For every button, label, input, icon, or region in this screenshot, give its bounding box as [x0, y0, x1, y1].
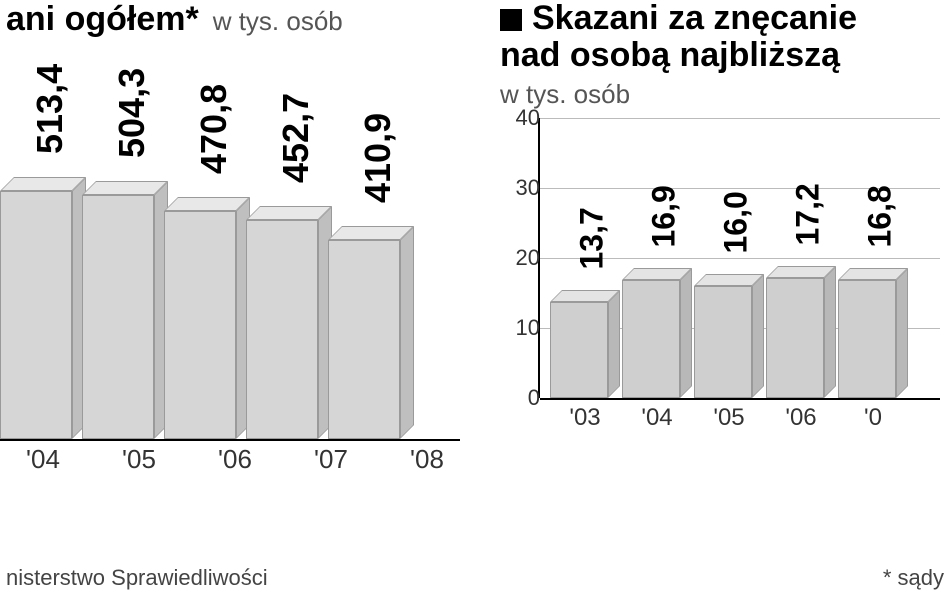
right-panel: Skazani za znęcanie nad osobą najbliższą…: [480, 0, 948, 593]
left-bars-row: 513,4504,3470,8452,7410,9: [0, 177, 400, 439]
right-title-text1: Skazani za znęcanie: [532, 0, 857, 37]
right-y-tick: 20: [500, 245, 540, 271]
left-bar-value: 452,7: [275, 93, 317, 183]
right-y-tick: 0: [500, 385, 540, 411]
right-bar: 13,7: [550, 290, 608, 398]
left-bar-value: 470,8: [193, 84, 235, 174]
square-bullet-icon: [500, 9, 522, 31]
right-x-label: '06: [766, 404, 836, 432]
right-bar-value: 17,2: [789, 183, 826, 245]
right-y-tick: 10: [500, 315, 540, 341]
right-bars-row: 13,716,916,017,216,8: [550, 266, 896, 398]
right-bar: 16,0: [694, 274, 752, 398]
right-bar-value: 13,7: [573, 207, 610, 269]
left-bar-value: 410,9: [357, 113, 399, 203]
left-title-row: ani ogółem* w tys. osób: [0, 0, 480, 39]
page-root: ani ogółem* w tys. osób 513,4504,3470,84…: [0, 0, 948, 593]
right-y-tick: 30: [500, 175, 540, 201]
left-x-label: '08: [384, 444, 470, 475]
left-baseline: [0, 439, 460, 441]
left-bar: 470,8: [164, 197, 236, 439]
right-y-tick: 40: [500, 105, 540, 131]
right-title-line2: nad osobą najbliższą: [500, 37, 948, 74]
right-baseline: [540, 398, 940, 400]
right-x-label: '04: [622, 404, 692, 432]
right-bar-value: 16,0: [717, 191, 754, 253]
right-title-line1: Skazani za znęcanie: [500, 0, 948, 37]
left-footer: nisterstwo Sprawiedliwości: [6, 565, 268, 591]
right-title-block: Skazani za znęcanie nad osobą najbliższą…: [480, 0, 948, 110]
right-grid-line: [540, 118, 940, 119]
left-x-label: '05: [96, 444, 182, 475]
right-bar: 16,9: [622, 268, 680, 398]
right-bar: 17,2: [766, 266, 824, 398]
left-bar: 513,4: [0, 177, 72, 439]
right-bar: 16,8: [838, 268, 896, 398]
right-bar-value: 16,8: [861, 185, 898, 247]
right-footer: * sądy: [883, 565, 944, 591]
left-chart: 513,4504,3470,8452,7410,9 '04'05'06'07'0…: [0, 49, 460, 479]
right-x-label: '05: [694, 404, 764, 432]
left-bar-value: 513,4: [29, 64, 71, 154]
left-x-labels: '04 '05 '06 '07 '08: [0, 444, 470, 475]
right-x-label: '0: [838, 404, 908, 432]
right-x-label: '03: [550, 404, 620, 432]
left-x-label: '07: [288, 444, 374, 475]
left-x-label: '04: [0, 444, 86, 475]
left-bar: 504,3: [82, 181, 154, 439]
right-bar-value: 16,9: [645, 185, 682, 247]
left-bar-value: 504,3: [111, 68, 153, 158]
left-title: ani ogółem*: [6, 0, 199, 39]
left-bar: 452,7: [246, 206, 318, 439]
left-x-label: '06: [192, 444, 278, 475]
right-chart: 010203040 13,716,916,017,216,8 '03'04'05…: [500, 118, 940, 438]
left-panel: ani ogółem* w tys. osób 513,4504,3470,84…: [0, 0, 480, 593]
left-bar: 410,9: [328, 226, 400, 439]
right-unit: w tys. osób: [500, 79, 948, 110]
left-unit: w tys. osób: [213, 6, 343, 37]
right-x-labels: '03'04'05'06'0: [550, 404, 908, 432]
